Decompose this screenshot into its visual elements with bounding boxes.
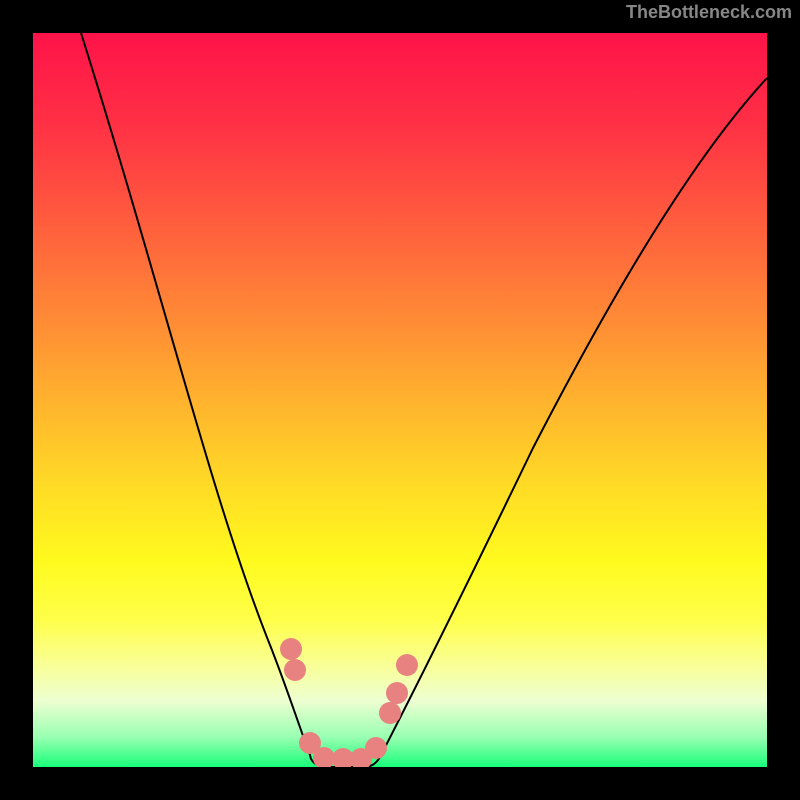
- marker-point: [386, 682, 408, 704]
- marker-group: [280, 638, 418, 767]
- marker-point: [379, 702, 401, 724]
- curve-overlay: [33, 33, 767, 767]
- chart-container: TheBottleneck.com: [0, 0, 800, 800]
- plot-area: [33, 33, 767, 767]
- marker-point: [280, 638, 302, 660]
- marker-point: [284, 659, 306, 681]
- marker-point: [365, 737, 387, 759]
- watermark-text: TheBottleneck.com: [626, 2, 792, 23]
- bottleneck-curve: [81, 33, 767, 767]
- marker-point: [396, 654, 418, 676]
